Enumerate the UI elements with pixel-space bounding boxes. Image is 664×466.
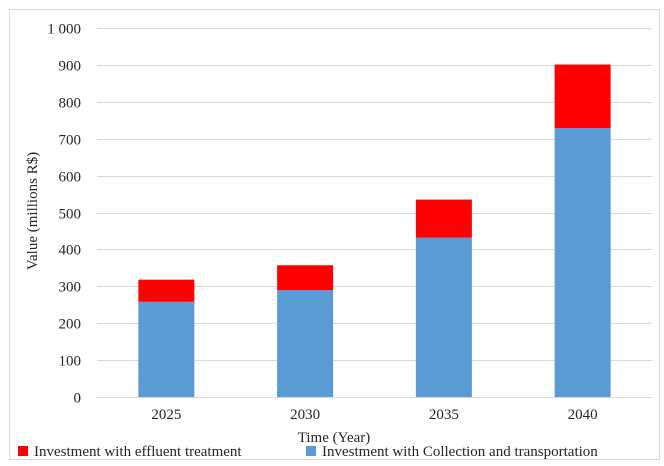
y-tick-label: 1 000 [47, 22, 81, 38]
x-tick-label: 2025 [151, 407, 181, 423]
bar-2030-series-0 [277, 289, 334, 397]
bar-2025-series-1 [138, 279, 195, 302]
chart-frame [9, 9, 660, 460]
y-tick-label: 300 [59, 280, 82, 296]
bar-2030-series-1 [277, 265, 334, 290]
y-tick-label: 800 [59, 96, 82, 112]
x-axis-ticks: 2025 2030 2035 2040 [151, 407, 597, 423]
legend-swatch [306, 446, 316, 456]
y-tick-label: 700 [59, 133, 82, 149]
y-axis-title: Value (millions R$) [25, 152, 41, 270]
y-tick-label: 500 [59, 207, 82, 223]
bar-2035-series-0 [415, 237, 472, 397]
legend: Investment with effluent treatment Invest… [18, 444, 598, 460]
y-tick-label: 0 [74, 391, 82, 407]
y-tick-label: 200 [59, 317, 82, 333]
legend-label: Investment with Collection and transport… [322, 444, 598, 460]
bar-2040-series-1 [554, 64, 611, 128]
y-axis-ticks: 0 100 200 300 400 500 600 700 800 900 1 000 [47, 22, 81, 407]
y-tick-label: 600 [59, 170, 82, 186]
legend-label: Investment with effluent treatment [34, 444, 242, 460]
y-tick-label: 400 [59, 243, 82, 259]
x-axis-title: Time (Year) [298, 430, 371, 446]
bar-2035-series-1 [415, 199, 472, 238]
x-tick-label: 2040 [568, 407, 598, 423]
x-tick-label: 2035 [429, 407, 459, 423]
x-tick-label: 2030 [290, 407, 320, 423]
bars [138, 64, 611, 398]
bar-2040-series-0 [554, 127, 611, 398]
y-tick-label: 900 [59, 59, 82, 75]
bar-2025-series-0 [138, 301, 195, 397]
legend-swatch [18, 446, 28, 456]
y-tick-label: 100 [59, 354, 82, 370]
